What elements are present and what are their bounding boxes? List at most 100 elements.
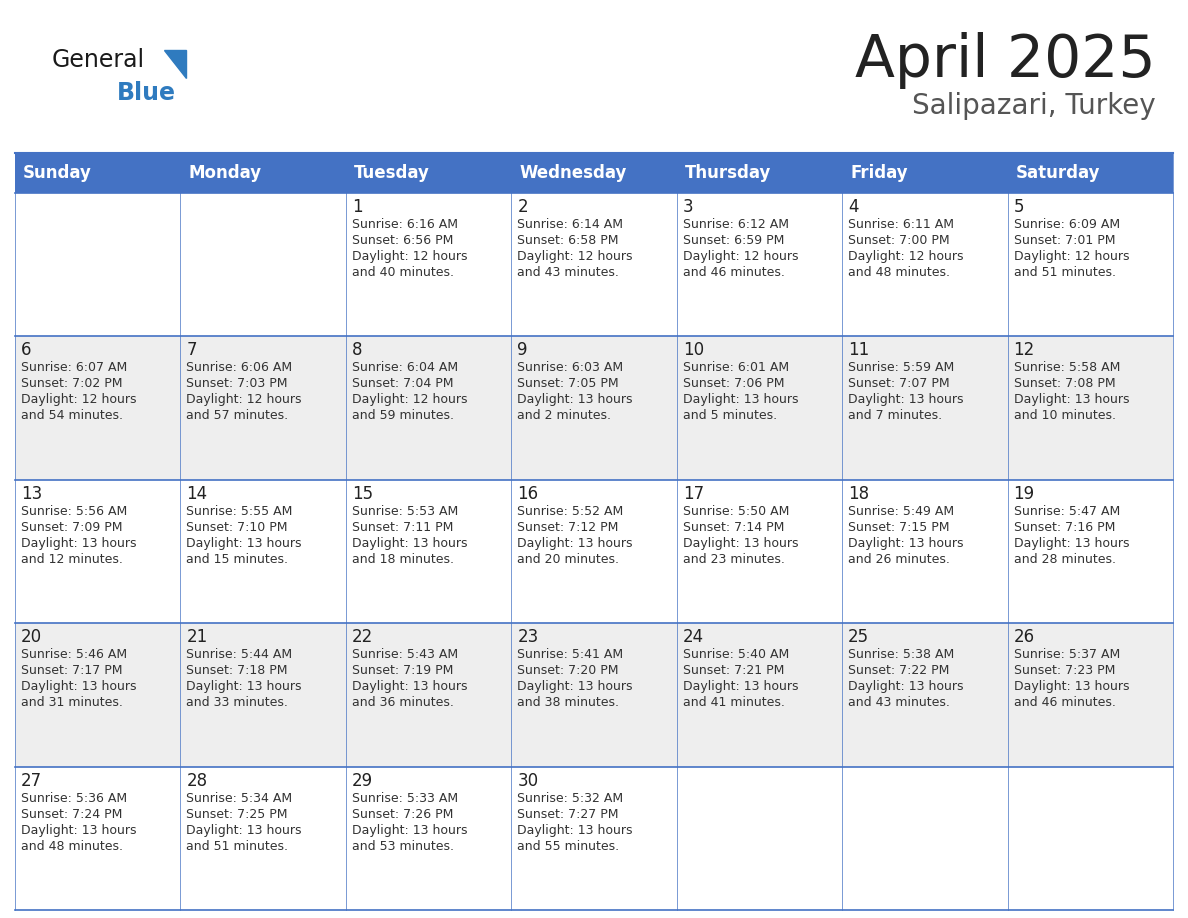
Text: Sunrise: 5:41 AM: Sunrise: 5:41 AM bbox=[517, 648, 624, 661]
Text: Sunset: 7:12 PM: Sunset: 7:12 PM bbox=[517, 521, 619, 533]
Text: Sunday: Sunday bbox=[23, 164, 91, 182]
Text: 15: 15 bbox=[352, 485, 373, 503]
Text: and 2 minutes.: and 2 minutes. bbox=[517, 409, 612, 422]
Text: 13: 13 bbox=[21, 485, 43, 503]
Text: Daylight: 13 hours: Daylight: 13 hours bbox=[517, 394, 633, 407]
Text: Sunset: 7:10 PM: Sunset: 7:10 PM bbox=[187, 521, 287, 533]
Text: and 12 minutes.: and 12 minutes. bbox=[21, 553, 122, 565]
Text: Sunrise: 5:50 AM: Sunrise: 5:50 AM bbox=[683, 505, 789, 518]
Text: Sunrise: 5:43 AM: Sunrise: 5:43 AM bbox=[352, 648, 459, 661]
Text: Daylight: 13 hours: Daylight: 13 hours bbox=[187, 680, 302, 693]
Text: 29: 29 bbox=[352, 772, 373, 789]
Text: 2: 2 bbox=[517, 198, 527, 216]
Bar bbox=[181, 153, 346, 193]
Text: Sunset: 7:00 PM: Sunset: 7:00 PM bbox=[848, 234, 949, 247]
Text: 16: 16 bbox=[517, 485, 538, 503]
Text: Daylight: 13 hours: Daylight: 13 hours bbox=[352, 680, 467, 693]
Text: Sunrise: 5:49 AM: Sunrise: 5:49 AM bbox=[848, 505, 954, 518]
Bar bbox=[677, 153, 842, 193]
Text: Sunrise: 6:11 AM: Sunrise: 6:11 AM bbox=[848, 218, 954, 231]
Text: and 20 minutes.: and 20 minutes. bbox=[517, 553, 619, 565]
Text: Salipazari, Turkey: Salipazari, Turkey bbox=[912, 92, 1156, 120]
Text: Thursday: Thursday bbox=[684, 164, 771, 182]
Text: Sunset: 7:05 PM: Sunset: 7:05 PM bbox=[517, 377, 619, 390]
Bar bbox=[15, 336, 1173, 480]
Text: Sunrise: 6:03 AM: Sunrise: 6:03 AM bbox=[517, 362, 624, 375]
Text: Sunrise: 5:37 AM: Sunrise: 5:37 AM bbox=[1013, 648, 1120, 661]
Text: Saturday: Saturday bbox=[1016, 164, 1100, 182]
Text: Daylight: 13 hours: Daylight: 13 hours bbox=[1013, 680, 1129, 693]
Text: and 54 minutes.: and 54 minutes. bbox=[21, 409, 124, 422]
Text: and 33 minutes.: and 33 minutes. bbox=[187, 696, 289, 710]
Text: Daylight: 12 hours: Daylight: 12 hours bbox=[683, 250, 798, 263]
Text: 3: 3 bbox=[683, 198, 694, 216]
Text: Sunrise: 5:56 AM: Sunrise: 5:56 AM bbox=[21, 505, 127, 518]
Text: and 38 minutes.: and 38 minutes. bbox=[517, 696, 619, 710]
Text: Daylight: 13 hours: Daylight: 13 hours bbox=[1013, 537, 1129, 550]
Text: April 2025: April 2025 bbox=[855, 32, 1156, 89]
Text: 5: 5 bbox=[1013, 198, 1024, 216]
Text: 25: 25 bbox=[848, 628, 870, 646]
Text: and 55 minutes.: and 55 minutes. bbox=[517, 840, 619, 853]
Text: Daylight: 12 hours: Daylight: 12 hours bbox=[352, 394, 467, 407]
Text: Sunrise: 5:44 AM: Sunrise: 5:44 AM bbox=[187, 648, 292, 661]
Text: Daylight: 13 hours: Daylight: 13 hours bbox=[683, 394, 798, 407]
Text: 18: 18 bbox=[848, 485, 870, 503]
Text: 17: 17 bbox=[683, 485, 703, 503]
Text: Daylight: 12 hours: Daylight: 12 hours bbox=[517, 250, 633, 263]
Text: and 5 minutes.: and 5 minutes. bbox=[683, 409, 777, 422]
Text: Daylight: 13 hours: Daylight: 13 hours bbox=[517, 680, 633, 693]
Bar bbox=[15, 153, 181, 193]
Text: and 48 minutes.: and 48 minutes. bbox=[21, 840, 124, 853]
Text: 7: 7 bbox=[187, 341, 197, 360]
Text: and 46 minutes.: and 46 minutes. bbox=[683, 266, 784, 279]
Text: Sunrise: 6:12 AM: Sunrise: 6:12 AM bbox=[683, 218, 789, 231]
Text: Sunrise: 5:36 AM: Sunrise: 5:36 AM bbox=[21, 791, 127, 804]
Text: Friday: Friday bbox=[851, 164, 908, 182]
Bar bbox=[511, 153, 677, 193]
Bar bbox=[15, 623, 1173, 767]
Text: Sunset: 7:26 PM: Sunset: 7:26 PM bbox=[352, 808, 454, 821]
Text: and 41 minutes.: and 41 minutes. bbox=[683, 696, 784, 710]
Text: Daylight: 13 hours: Daylight: 13 hours bbox=[683, 537, 798, 550]
Text: and 43 minutes.: and 43 minutes. bbox=[848, 696, 950, 710]
Text: and 15 minutes.: and 15 minutes. bbox=[187, 553, 289, 565]
Text: 4: 4 bbox=[848, 198, 859, 216]
Text: 27: 27 bbox=[21, 772, 42, 789]
Text: Sunrise: 5:55 AM: Sunrise: 5:55 AM bbox=[187, 505, 292, 518]
Text: Daylight: 12 hours: Daylight: 12 hours bbox=[848, 250, 963, 263]
Text: Sunset: 7:18 PM: Sunset: 7:18 PM bbox=[187, 665, 287, 677]
Text: Sunrise: 5:58 AM: Sunrise: 5:58 AM bbox=[1013, 362, 1120, 375]
Text: Sunset: 7:25 PM: Sunset: 7:25 PM bbox=[187, 808, 287, 821]
Text: Sunrise: 6:09 AM: Sunrise: 6:09 AM bbox=[1013, 218, 1120, 231]
Text: Sunrise: 6:16 AM: Sunrise: 6:16 AM bbox=[352, 218, 457, 231]
Text: Sunset: 7:15 PM: Sunset: 7:15 PM bbox=[848, 521, 949, 533]
Text: and 10 minutes.: and 10 minutes. bbox=[1013, 409, 1116, 422]
Text: Sunrise: 5:34 AM: Sunrise: 5:34 AM bbox=[187, 791, 292, 804]
Text: 23: 23 bbox=[517, 628, 538, 646]
Text: Daylight: 13 hours: Daylight: 13 hours bbox=[848, 537, 963, 550]
Text: 9: 9 bbox=[517, 341, 527, 360]
Text: 6: 6 bbox=[21, 341, 32, 360]
Text: Monday: Monday bbox=[189, 164, 261, 182]
Text: and 46 minutes.: and 46 minutes. bbox=[1013, 696, 1116, 710]
Text: 19: 19 bbox=[1013, 485, 1035, 503]
Text: General: General bbox=[52, 48, 145, 72]
Text: Sunrise: 6:06 AM: Sunrise: 6:06 AM bbox=[187, 362, 292, 375]
Text: and 57 minutes.: and 57 minutes. bbox=[187, 409, 289, 422]
Text: Sunrise: 5:32 AM: Sunrise: 5:32 AM bbox=[517, 791, 624, 804]
Text: Daylight: 13 hours: Daylight: 13 hours bbox=[1013, 394, 1129, 407]
Text: Daylight: 13 hours: Daylight: 13 hours bbox=[683, 680, 798, 693]
Text: and 48 minutes.: and 48 minutes. bbox=[848, 266, 950, 279]
Text: Sunrise: 5:52 AM: Sunrise: 5:52 AM bbox=[517, 505, 624, 518]
Text: Sunset: 7:27 PM: Sunset: 7:27 PM bbox=[517, 808, 619, 821]
Text: Sunset: 7:01 PM: Sunset: 7:01 PM bbox=[1013, 234, 1116, 247]
Text: Daylight: 13 hours: Daylight: 13 hours bbox=[21, 680, 137, 693]
Text: Daylight: 13 hours: Daylight: 13 hours bbox=[848, 394, 963, 407]
Text: and 51 minutes.: and 51 minutes. bbox=[187, 840, 289, 853]
Text: 26: 26 bbox=[1013, 628, 1035, 646]
Text: Daylight: 13 hours: Daylight: 13 hours bbox=[21, 537, 137, 550]
Bar bbox=[15, 480, 1173, 623]
Text: Sunset: 7:04 PM: Sunset: 7:04 PM bbox=[352, 377, 454, 390]
Text: Sunset: 7:17 PM: Sunset: 7:17 PM bbox=[21, 665, 122, 677]
